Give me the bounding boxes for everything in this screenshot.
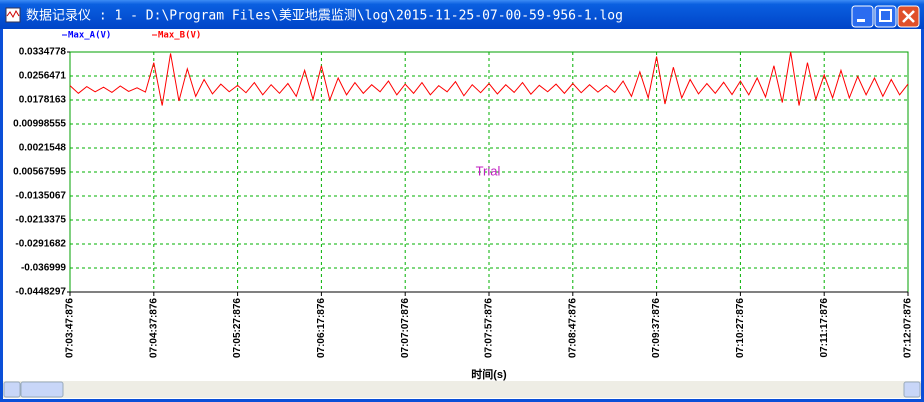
x-tick-label: 07:03:47:876 [65, 298, 76, 358]
chart: 0.0334778 0.0256471 0.0178163 0.00998555 0.0… [13, 31, 913, 381]
x-tick-label: 07:07:57:876 [484, 298, 495, 358]
watermark: Trial [476, 163, 501, 178]
x-tick-label: 07:11:17:876 [819, 298, 830, 358]
x-tick-label: 07:12:07:876 [903, 298, 914, 358]
x-tick-label: 07:05:27:876 [232, 298, 243, 358]
scroll-right[interactable] [903, 381, 921, 398]
legend-label: Max_B(V) [158, 31, 201, 41]
minimize-icon [857, 19, 865, 22]
scroll-thumb[interactable] [20, 381, 64, 398]
x-tick-label: 07:10:27:876 [735, 298, 746, 358]
y-tick-label: -0.036999 [21, 263, 66, 274]
y-tick-label: 0.00998555 [13, 119, 66, 130]
x-tick-label: 07:09:37:876 [651, 298, 662, 358]
y-tick-label: 0.00567595 [13, 167, 66, 178]
y-tick-label: 0.0178163 [19, 95, 67, 106]
y-tick-label: 0.0021548 [19, 143, 67, 154]
legend-label: Max_A(V) [68, 31, 111, 41]
y-tick-label: 0.0256471 [19, 71, 67, 82]
y-tick-label: 0.0334778 [19, 47, 67, 58]
x-tick-label: 07:08:47:876 [567, 298, 578, 358]
y-tick-label: -0.0135067 [15, 191, 66, 202]
x-axis-label: 时间(s) [471, 367, 507, 381]
minimize-button[interactable] [851, 5, 874, 28]
window-title: 数据记录仪 : 1 - D:\Program Files\美亚地震监测\log\… [26, 9, 623, 24]
maximize-icon [879, 9, 892, 22]
scrollbar[interactable] [3, 381, 921, 398]
title-bar [0, 0, 924, 29]
close-icon [902, 10, 915, 23]
x-tick-label: 07:06:17:876 [316, 298, 327, 358]
scroll-left[interactable] [3, 381, 21, 398]
y-tick-label: -0.0448297 [15, 287, 66, 298]
x-tick-label: 07:07:07:876 [400, 298, 411, 358]
series-line [69, 51, 909, 106]
x-tick-label: 07:04:37:876 [148, 298, 159, 358]
y-tick-label: -0.0291682 [15, 239, 66, 250]
y-tick-label: -0.0213375 [15, 215, 66, 226]
app-icon-graph [6, 9, 20, 19]
